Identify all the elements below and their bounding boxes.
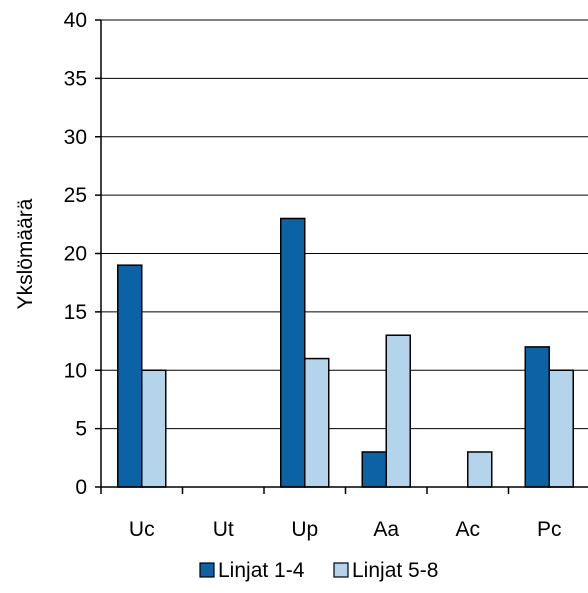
gridlines — [101, 19, 588, 430]
x-tick-label: Ac — [455, 518, 480, 541]
bar-series2-pc — [548, 369, 574, 488]
y-tick-label: 0 — [75, 476, 87, 499]
bar-series1-up — [280, 217, 306, 488]
legend-swatch — [333, 562, 349, 578]
x-tick-label: Up — [291, 518, 318, 541]
x-ticks: Uc Ut Up Aa Ac Pc — [100, 487, 562, 541]
bar-series2-uc — [141, 369, 167, 488]
bars — [117, 217, 574, 488]
bar-series2-ac — [467, 451, 493, 488]
x-tick-label: Pc — [537, 518, 562, 541]
y-tick-label: 20 — [64, 243, 87, 266]
bar-series2-up — [304, 357, 330, 488]
legend-label: Linjat 5-8 — [352, 559, 438, 582]
y-tick-label: 15 — [64, 301, 87, 324]
x-tick-label: Uc — [129, 518, 155, 541]
y-tick-label: 5 — [75, 418, 87, 441]
x-tick-label: Aa — [373, 518, 399, 541]
y-ticks: 0 5 10 15 20 25 30 35 40 — [64, 9, 101, 499]
y-tick-label: 25 — [64, 184, 87, 207]
bar-series2-aa — [385, 334, 411, 488]
bar-series1-uc — [117, 264, 143, 488]
bar-series1-aa — [361, 451, 387, 488]
y-axis-title: Ykslömäärä — [14, 198, 37, 309]
y-tick-label: 10 — [64, 359, 87, 382]
legend-swatch — [199, 562, 215, 578]
y-tick-label: 40 — [64, 9, 87, 32]
bar-series1-pc — [524, 346, 550, 488]
x-tick-label: Ut — [213, 518, 234, 541]
legend: Linjat 1-4 Linjat 5-8 — [199, 559, 438, 582]
y-tick-label: 35 — [64, 67, 87, 90]
legend-label: Linjat 1-4 — [218, 559, 305, 582]
y-tick-label: 30 — [64, 126, 87, 149]
